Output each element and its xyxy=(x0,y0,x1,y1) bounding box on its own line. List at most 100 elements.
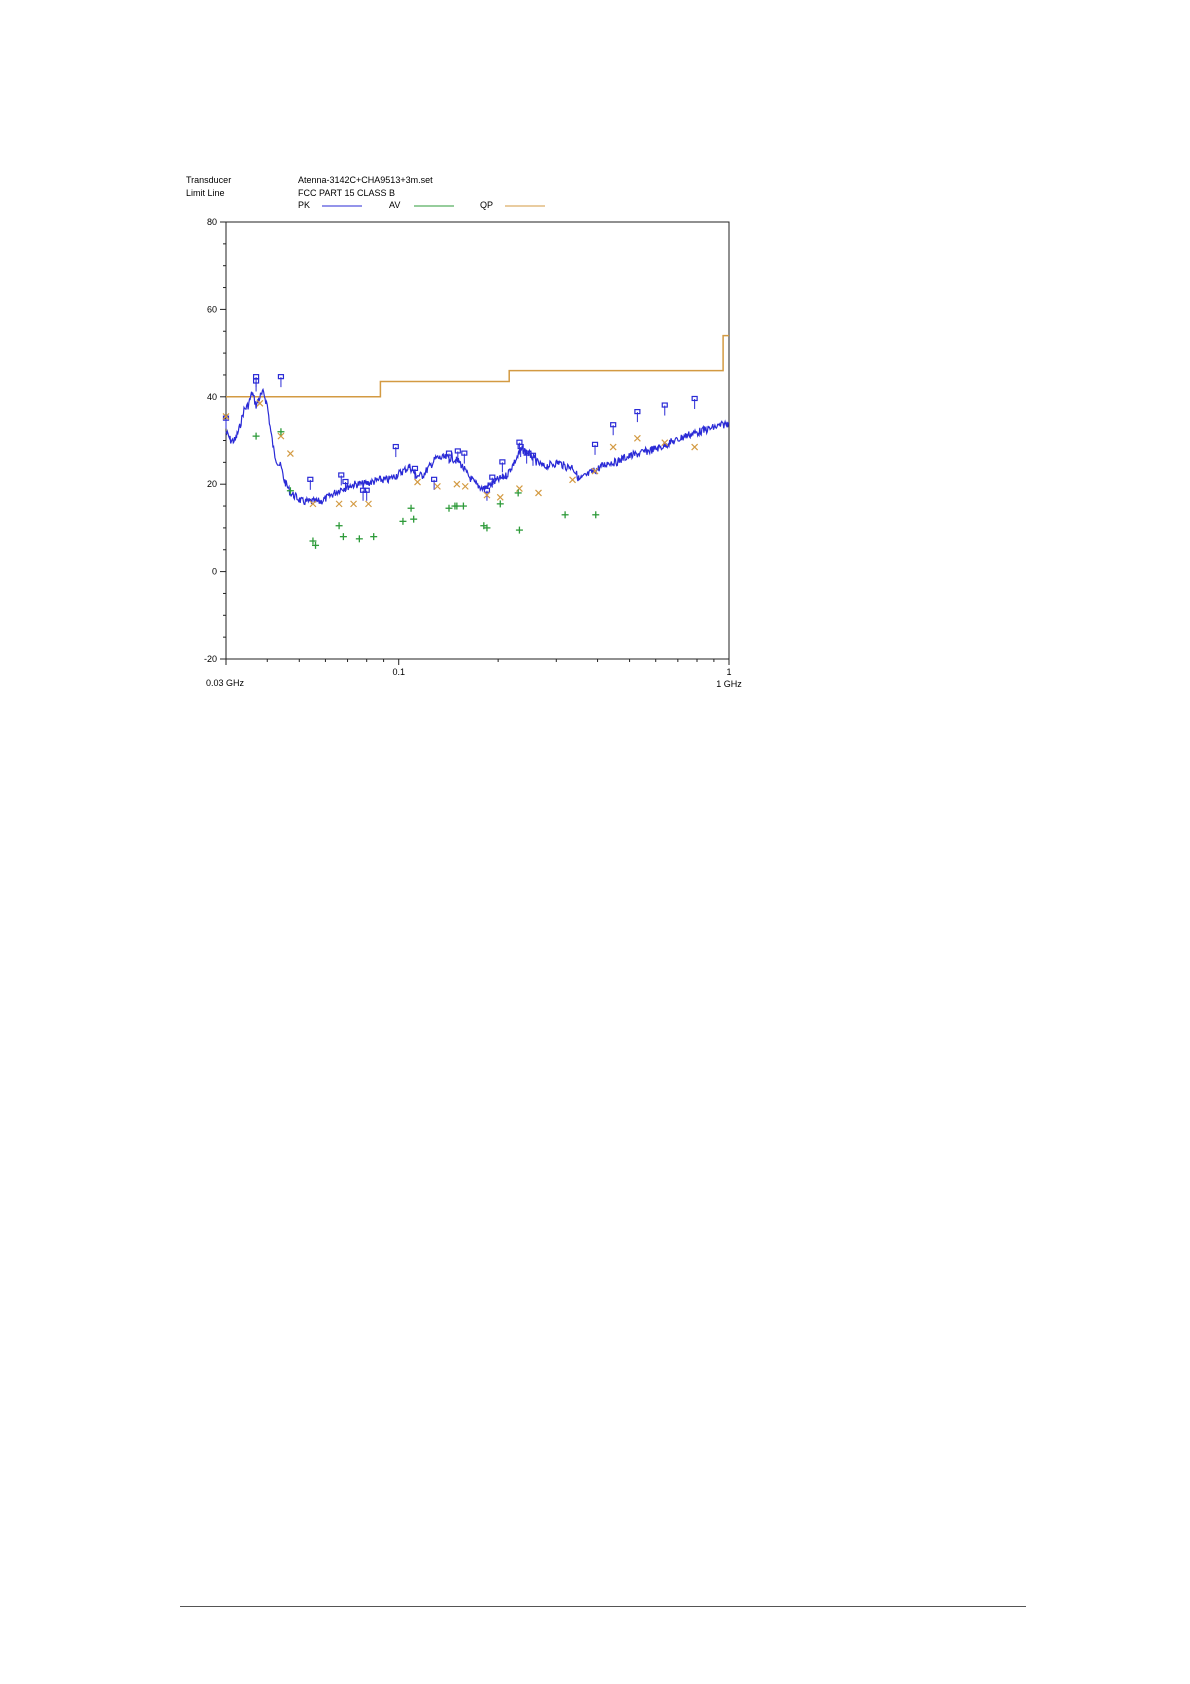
pk-markers xyxy=(222,374,698,501)
qp-marker xyxy=(461,482,469,490)
pk-trace xyxy=(225,387,729,506)
av-marker xyxy=(309,537,317,545)
y-tick-label: 20 xyxy=(207,479,217,489)
y-tick-label: 0 xyxy=(212,567,217,577)
qp-marker-stroke xyxy=(256,399,264,407)
qp-marker-stroke xyxy=(609,443,617,451)
qp-marker xyxy=(222,413,230,420)
qp-marker-stroke xyxy=(222,413,230,420)
legend-qp-label: QP xyxy=(480,200,494,210)
pk-marker xyxy=(610,422,617,428)
av-marker xyxy=(399,517,407,525)
pk-trace-path xyxy=(225,387,729,506)
av-marker xyxy=(561,511,569,519)
qp-marker xyxy=(256,399,264,407)
pk-marker xyxy=(307,476,314,482)
qp-marker xyxy=(661,439,669,447)
y-tick-label: 80 xyxy=(207,217,217,227)
av-marker xyxy=(459,502,467,510)
av-marker xyxy=(370,533,378,541)
pk-marker xyxy=(483,487,491,493)
qp-marker-stroke xyxy=(515,485,523,492)
pk-marker xyxy=(499,459,506,465)
pk-marker xyxy=(634,408,641,415)
av-marker xyxy=(592,511,600,519)
qp-marker xyxy=(309,500,317,508)
y-tick-label: 60 xyxy=(207,304,217,314)
qp-marker-stroke xyxy=(591,467,599,475)
pk-marker xyxy=(523,450,530,456)
av-marker xyxy=(355,535,363,543)
qp-marker xyxy=(365,500,372,508)
transducer-value: Atenna-3142C+CHA9513+3m.set xyxy=(298,175,433,185)
limit-line-path xyxy=(226,334,729,398)
qp-marker-stroke xyxy=(453,480,461,488)
x-tick-label: 0.1 xyxy=(392,667,405,677)
qp-marker xyxy=(286,450,294,458)
av-marker xyxy=(496,500,504,508)
y-axis: -20 0 20 40 60 80 xyxy=(204,217,226,664)
pk-marker xyxy=(517,443,524,450)
qp-marker-stroke xyxy=(286,450,294,458)
x-tick-label: 0.03 GHz xyxy=(206,678,245,688)
av-marker xyxy=(339,533,347,541)
pk-marker xyxy=(411,465,419,472)
qp-marker xyxy=(591,467,599,475)
pk-marker xyxy=(252,378,260,384)
qp-marker xyxy=(277,432,285,440)
qp-marker-stroke xyxy=(365,500,372,508)
qp-marker xyxy=(350,500,357,508)
qp-marker xyxy=(434,482,441,490)
qp-marker-stroke xyxy=(414,478,421,486)
av-marker xyxy=(286,487,294,495)
x-axis: 0.03 GHz 0.1 1 1 GHz xyxy=(206,659,742,689)
qp-marker xyxy=(535,489,542,497)
av-marker xyxy=(515,526,523,534)
qp-marker-stroke xyxy=(633,434,641,442)
av-marker xyxy=(407,504,415,512)
legend-av-label: AV xyxy=(389,200,401,210)
qp-marker xyxy=(569,476,576,484)
qp-marker-stroke xyxy=(535,489,542,497)
qp-marker xyxy=(496,493,504,501)
pk-marker xyxy=(454,448,461,454)
pk-marker xyxy=(445,450,453,456)
qp-marker xyxy=(609,443,617,451)
pk-marker xyxy=(529,452,537,458)
pk-marker xyxy=(392,443,399,450)
pk-marker xyxy=(363,487,370,493)
av-marker xyxy=(335,522,343,530)
qp-marker xyxy=(335,500,343,508)
qp-marker-stroke xyxy=(277,432,285,440)
av-marker xyxy=(445,504,453,512)
limit-line xyxy=(226,334,729,398)
av-marker xyxy=(514,489,522,497)
pk-marker xyxy=(342,478,349,485)
qp-marker xyxy=(483,491,491,499)
pk-marker xyxy=(431,476,438,482)
qp-marker xyxy=(453,480,461,488)
qp-marker-stroke xyxy=(661,439,669,447)
transducer-label: Transducer xyxy=(186,175,232,185)
limit-line-value: FCC PART 15 CLASS B xyxy=(298,188,396,198)
pk-marker xyxy=(277,374,285,380)
footer-rule xyxy=(180,1606,1026,1607)
qp-marker xyxy=(414,478,421,486)
qp-marker-stroke xyxy=(496,493,504,501)
av-markers xyxy=(252,428,600,549)
pk-marker xyxy=(359,487,367,493)
x-tick-label: 1 GHz xyxy=(716,679,742,689)
legend-pk-label: PK xyxy=(298,200,311,210)
plot-frame xyxy=(225,221,730,660)
av-marker xyxy=(277,428,285,436)
av-marker xyxy=(453,502,461,510)
qp-marker-stroke xyxy=(335,500,343,508)
pk-marker xyxy=(691,395,698,402)
av-marker xyxy=(252,432,260,440)
qp-marker-stroke xyxy=(434,482,441,490)
y-tick-label: -20 xyxy=(204,654,217,664)
qp-marker xyxy=(691,443,699,451)
pk-marker xyxy=(461,450,468,456)
qp-marker-stroke xyxy=(350,500,357,508)
